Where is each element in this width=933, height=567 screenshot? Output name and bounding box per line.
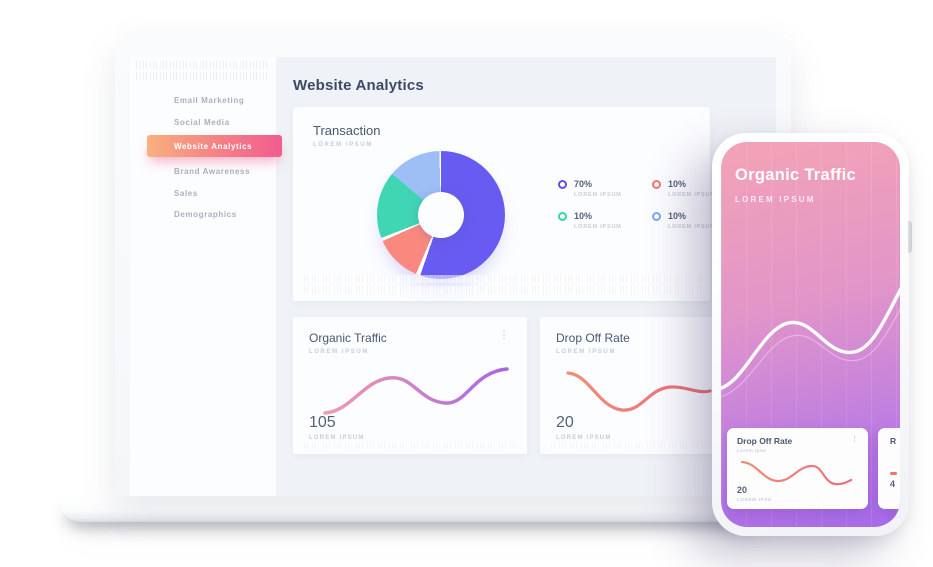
logo-placeholder bbox=[134, 61, 268, 80]
dashboard-window: Email Marketing Social Media Website Ana… bbox=[130, 57, 776, 496]
logo-placeholder-row bbox=[134, 61, 268, 69]
phone-page-title: Organic Traffic bbox=[735, 166, 856, 184]
placeholder-row bbox=[302, 286, 701, 294]
phone-dropoff-title: Drop Off Rate bbox=[737, 436, 793, 446]
phone-hero-line-chart bbox=[721, 286, 900, 398]
organic-traffic-caption: LOREM IPSUM bbox=[309, 435, 365, 441]
laptop-base bbox=[60, 496, 774, 522]
legend-ring-icon bbox=[652, 180, 661, 189]
legend-caption: LOREM IPSUM bbox=[668, 224, 716, 230]
organic-traffic-title: Organic Traffic bbox=[309, 331, 387, 345]
laptop-screen: Email Marketing Social Media Website Ana… bbox=[115, 30, 791, 496]
sidebar-item-email-marketing[interactable]: Email Marketing bbox=[174, 96, 245, 106]
organic-traffic-subtitle: LOREM IPSUM bbox=[309, 349, 369, 355]
kebab-menu-icon[interactable]: ⋮ bbox=[499, 330, 509, 341]
legend-ring-icon bbox=[558, 180, 567, 189]
kebab-menu-icon[interactable]: ⋮ bbox=[851, 436, 858, 443]
placeholder-row bbox=[302, 443, 518, 449]
sidebar: Email Marketing Social Media Website Ana… bbox=[130, 57, 282, 496]
legend-ring-icon bbox=[558, 212, 567, 221]
transaction-card: Transaction LOREM IPSUM 70% LOREM IPSUM bbox=[293, 107, 715, 301]
line-fragment-icon bbox=[890, 472, 897, 475]
phone-mockup: Organic Traffic LOREM IPSUM Drop Off Rat… bbox=[712, 133, 912, 536]
placeholder-text-band bbox=[302, 275, 701, 297]
main-content: Website Analytics Transaction LOREM IPSU… bbox=[276, 57, 776, 496]
placeholder-text-band bbox=[302, 443, 518, 452]
dropoff-rate-value: 20 bbox=[556, 414, 574, 431]
donut-chart bbox=[377, 151, 505, 279]
phone-power-button bbox=[908, 221, 912, 253]
sidebar-nav: Email Marketing Social Media Website Ana… bbox=[130, 90, 282, 226]
sidebar-item-demographics[interactable]: Demographics bbox=[174, 210, 237, 220]
transaction-title: Transaction bbox=[313, 123, 381, 138]
phone-page-subtitle: LOREM IPSUM bbox=[735, 195, 816, 204]
donut-legend: 70% LOREM IPSUM 10% LOREM IPSUM bbox=[558, 179, 746, 230]
legend-item-purple: 70% LOREM IPSUM bbox=[558, 179, 652, 198]
legend-value: 10% bbox=[668, 211, 687, 221]
placeholder-row bbox=[549, 443, 765, 449]
phone-second-card-value: 4 bbox=[890, 478, 896, 489]
legend-caption: LOREM IPSUM bbox=[574, 192, 622, 198]
logo-placeholder-row bbox=[134, 72, 268, 80]
phone-cards-row: Drop Off Rate Lorem Ipsu ⋮ 20 LOREM IPSU bbox=[727, 428, 900, 509]
phone-dropoff-value: 20 bbox=[737, 485, 748, 495]
dropoff-rate-caption: LOREM IPSUM bbox=[556, 435, 612, 441]
dropoff-rate-line-chart bbox=[566, 371, 712, 412]
dropoff-rate-title: Drop Off Rate bbox=[556, 331, 630, 345]
placeholder-row bbox=[733, 502, 862, 507]
sidebar-item-brand-awareness[interactable]: Brand Awareness bbox=[174, 167, 251, 177]
phone-dropoff-card: Drop Off Rate Lorem Ipsu ⋮ 20 LOREM IPSU bbox=[727, 428, 868, 509]
legend-caption: LOREM IPSUM bbox=[574, 224, 622, 230]
legend-caption: LOREM IPSUM bbox=[668, 192, 716, 198]
phone-header: Organic Traffic LOREM IPSUM bbox=[721, 142, 900, 204]
donut-hole bbox=[418, 192, 464, 238]
legend-item-teal: 10% LOREM IPSUM bbox=[558, 211, 652, 230]
sidebar-item-social-media[interactable]: Social Media bbox=[174, 117, 230, 127]
sidebar-item-sales[interactable]: Sales bbox=[174, 188, 198, 198]
legend-value: 10% bbox=[668, 179, 687, 189]
phone-second-card-title: R bbox=[890, 436, 897, 446]
placeholder-text-band bbox=[549, 443, 765, 452]
legend-ring-icon bbox=[652, 212, 661, 221]
organic-traffic-value: 105 bbox=[309, 414, 336, 431]
organic-traffic-card: Organic Traffic LOREM IPSUM ⋮ bbox=[293, 317, 527, 454]
legend-item-salmon: 10% LOREM IPSUM bbox=[652, 179, 746, 198]
phone-screen: Organic Traffic LOREM IPSUM Drop Off Rat… bbox=[721, 142, 900, 527]
organic-traffic-line-chart bbox=[323, 367, 509, 415]
metric-cards-row: Organic Traffic LOREM IPSUM ⋮ bbox=[293, 317, 776, 454]
phone-dropoff-line-chart bbox=[740, 460, 853, 486]
phone-dropoff-caption: LOREM IPSU bbox=[737, 497, 773, 502]
legend-value: 10% bbox=[574, 211, 593, 221]
sidebar-item-website-analytics[interactable]: Website Analytics bbox=[147, 135, 282, 157]
phone-second-card: R 4 bbox=[878, 428, 900, 509]
phone-dropoff-subtitle: Lorem Ipsu bbox=[737, 448, 767, 453]
placeholder-text-band bbox=[733, 502, 862, 507]
legend-value: 70% bbox=[574, 179, 593, 189]
page-title: Website Analytics bbox=[293, 77, 424, 94]
legend-item-blue: 10% LOREM IPSUM bbox=[652, 211, 746, 230]
transaction-subtitle: LOREM IPSUM bbox=[313, 142, 373, 148]
placeholder-row bbox=[302, 275, 701, 283]
dropoff-rate-subtitle: LOREM IPSUM bbox=[556, 349, 616, 355]
